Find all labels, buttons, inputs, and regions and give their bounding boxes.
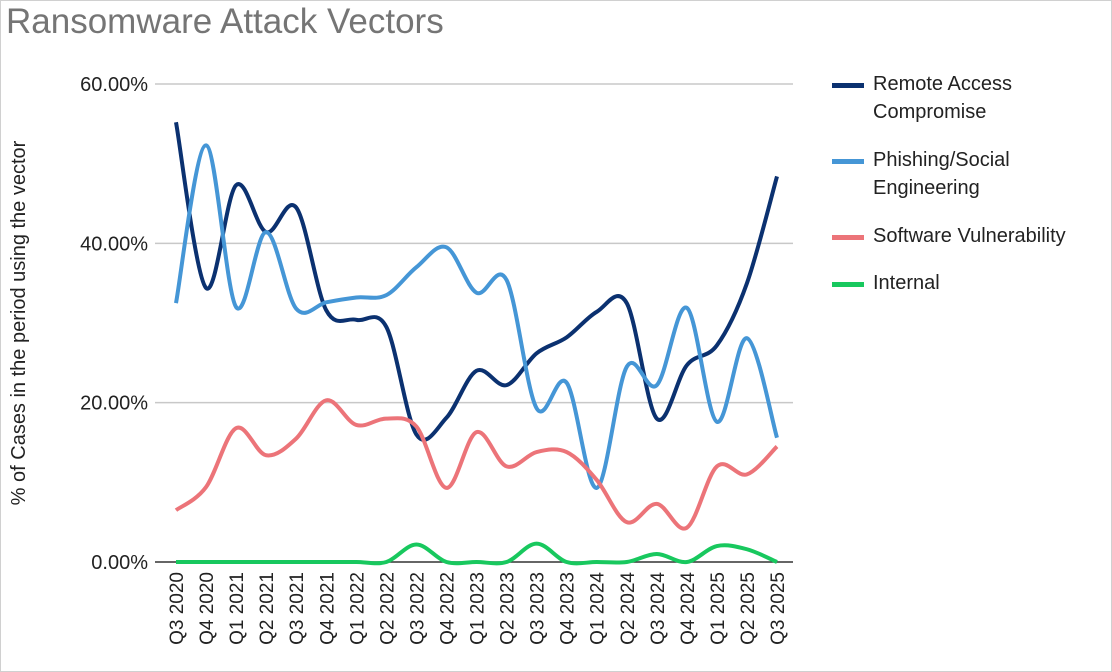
x-tick-label: Q4 2022 xyxy=(437,572,458,645)
legend-swatch xyxy=(832,83,864,88)
x-tick-label: Q2 2024 xyxy=(618,572,639,645)
x-tick-label: Q3 2021 xyxy=(287,572,308,645)
legend-label: Phishing/Social Engineering xyxy=(873,149,1010,199)
x-tick-label: Q4 2020 xyxy=(197,572,218,645)
x-tick-label: Q4 2024 xyxy=(678,572,699,645)
x-tick-label: Q3 2025 xyxy=(768,572,789,645)
x-tick-label: Q1 2024 xyxy=(588,572,609,645)
x-tick-label: Q3 2020 xyxy=(167,572,188,645)
y-tick-label: 60.00% xyxy=(80,74,148,96)
x-tick-label: Q3 2023 xyxy=(528,572,549,645)
x-tick-label: Q3 2024 xyxy=(648,572,669,645)
series-line-remote-access-compromise xyxy=(174,121,779,442)
legend-swatch xyxy=(832,282,864,287)
x-tick-label: Q4 2021 xyxy=(317,572,338,645)
legend-label: Remote Access Compromise xyxy=(873,73,1012,123)
legend-label: Internal xyxy=(873,272,940,294)
chart-title: Ransomware Attack Vectors xyxy=(6,2,444,41)
x-tick-label: Q3 2022 xyxy=(407,572,428,645)
x-tick-label: Q1 2022 xyxy=(347,572,368,645)
y-tick-label: 0.00% xyxy=(91,552,148,574)
y-tick-label: 20.00% xyxy=(80,393,148,415)
series-line-software-vulnerability xyxy=(174,398,779,531)
x-tick-label: Q1 2021 xyxy=(227,572,248,645)
legend-swatch xyxy=(832,235,864,240)
x-tick-label: Q4 2023 xyxy=(558,572,579,645)
y-axis-label: % of Cases in the period using the vecto… xyxy=(8,140,30,505)
y-tick-label: 40.00% xyxy=(80,233,148,255)
x-tick-label: Q2 2021 xyxy=(257,572,278,645)
x-tick-label: Q2 2023 xyxy=(498,572,519,645)
legend-label: Software Vulnerability xyxy=(873,225,1066,247)
series-line-internal xyxy=(176,541,778,566)
series-line-phishing-social-engineering xyxy=(174,143,779,490)
x-tick-label: Q2 2025 xyxy=(738,572,759,645)
x-tick-label: Q1 2023 xyxy=(468,572,489,645)
x-tick-label: Q1 2025 xyxy=(708,572,729,645)
legend-swatch xyxy=(832,159,864,164)
x-tick-label: Q2 2022 xyxy=(377,572,398,645)
